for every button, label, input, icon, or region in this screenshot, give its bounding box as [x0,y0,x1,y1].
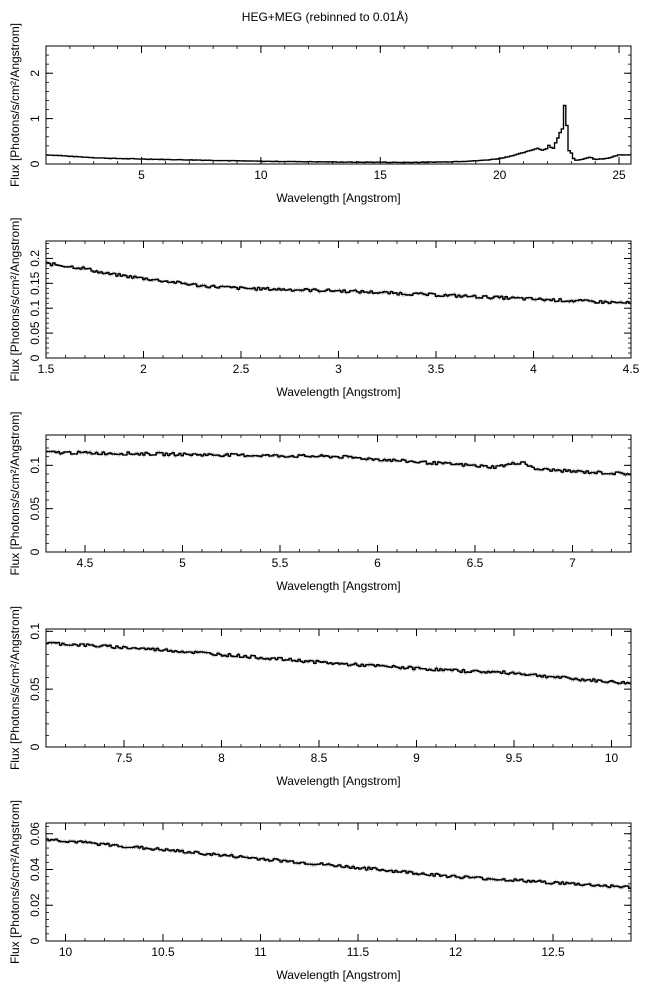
y-tick-label: 0.05 [28,677,42,701]
y-tick-label: 0 [28,354,42,361]
x-tick-label: 10 [254,168,268,182]
series-1-error-bars [46,260,631,306]
chart-panel-4: 7.5 8 8.5 9 9.5 10 0 0.05 0.1 Wavelength [Angstro… [8,606,632,788]
y-tick-label: 0 [28,937,42,944]
x-tick-label: 2.5 [233,362,250,376]
x-axis-label: Wavelength [Angstrom] [276,579,400,593]
x-tick-label: 9 [413,751,420,765]
y-tick-label: 1 [28,115,42,122]
y-tick-label: 0.05 [28,497,42,521]
x-tick-label: 8 [218,751,225,765]
x-tick-label: 7.5 [116,751,133,765]
x-tick-label: 4.5 [77,556,94,570]
series-1-error-bars [46,105,631,163]
x-axis-label: Wavelength [Angstrom] [276,968,400,982]
y-tick-label: 0.04 [28,857,42,881]
y-tick-label: 0.15 [28,271,42,295]
y-tick-label: 0.1 [28,457,42,474]
x-tick-label: 6.5 [467,556,484,570]
y-axis-label: Flux [Photons/s/cm²/Angstrom] [8,800,22,964]
x-tick-label: 10 [59,945,73,959]
x-axis-label: Wavelength [Angstrom] [276,774,400,788]
y-tick-label: 0 [28,548,42,555]
x-tick-label: 4.5 [623,362,640,376]
x-tick-label: 10 [605,751,619,765]
x-tick-label: 5 [138,168,145,182]
x-tick-label: 3 [335,362,342,376]
x-tick-label: 5 [179,556,186,570]
y-tick-label: 0.06 [28,822,42,846]
x-tick-label: 10.5 [151,945,175,959]
x-tick-label: 2 [140,362,147,376]
series-1-line [46,104,631,164]
x-tick-label: 5.5 [272,556,289,570]
y-axis-label: Flux [Photons/s/cm²/Angstrom] [8,217,22,381]
x-tick-label: 1.5 [38,362,55,376]
x-axis-label: Wavelength [Angstrom] [276,385,400,399]
plot-frame [45,628,632,748]
y-axis-label: Flux [Photons/s/cm²/Angstrom] [8,23,22,187]
chart-panel-1: 5 10 15 20 25 0 1 2 Wavelength [Angstrom] Flux [P… [8,23,632,205]
x-tick-label: 4 [530,362,537,376]
y-axis-label: Flux [Photons/s/cm²/Angstrom] [8,411,22,575]
plot-frame [45,45,632,165]
y-tick-label: 0.1 [28,300,42,317]
x-tick-label: 11 [254,945,267,959]
plot-frame [45,434,632,553]
series-1-line [46,261,631,305]
y-tick-label: 0.02 [28,893,42,917]
x-tick-label: 6 [374,556,381,570]
x-tick-label: 9.5 [506,751,523,765]
series-1-line [46,641,631,685]
x-tick-label: 12 [449,945,463,959]
y-tick-label: 0 [28,743,42,750]
x-tick-label: 25 [612,168,626,182]
chart-panel-5: 10 10.5 11 11.5 12 12.5 0 0.02 0.04 0.06 Wavelengt… [8,800,632,982]
series-1-line [46,450,631,476]
x-tick-label: 12.5 [541,945,565,959]
x-axis-label: Wavelength [Angstrom] [276,191,400,205]
x-tick-label: 8.5 [311,751,328,765]
y-tick-label: 0.2 [28,250,42,267]
x-tick-label: 15 [374,168,388,182]
x-tick-label: 3.5 [428,362,445,376]
y-axis-label: Flux [Photons/s/cm²/Angstrom] [8,606,22,770]
y-tick-label: 0 [28,160,42,167]
page-title: HEG+MEG (rebinned to 0.01Å) [241,10,409,24]
y-tick-label: 0.1 [28,623,42,640]
chart-panel-2: 1.5 2 2.5 3 3.5 4 4.5 0 0.05 0.1 0.15 0.2 Wavelength… [8,217,640,399]
series-1-line [46,838,631,889]
chart-panel-3: 4.5 5 5.5 6 6.5 7 0 0.05 0.1 Wavelength [Angstrom… [8,411,632,593]
y-tick-label: 2 [28,70,42,77]
y-tick-label: 0.05 [28,321,42,345]
x-tick-label: 7 [569,556,576,570]
x-tick-label: 20 [493,168,507,182]
x-tick-label: 11.5 [347,945,370,959]
